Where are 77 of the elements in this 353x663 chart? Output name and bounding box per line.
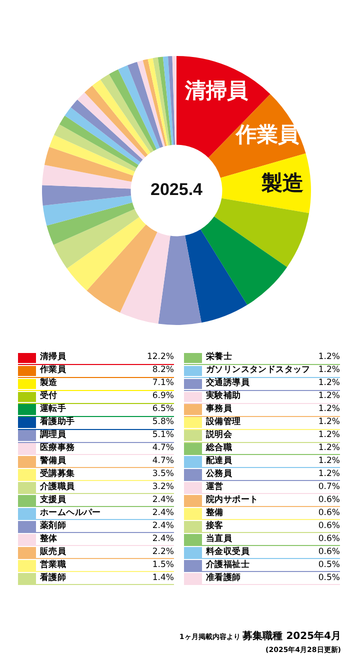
data-label: 1.2%: [318, 469, 340, 480]
data-label: 0.6%: [318, 495, 340, 506]
data-label: 1.2%: [318, 417, 340, 428]
text: 2025.4: [150, 180, 204, 200]
slice-label: 作業員: [235, 122, 300, 146]
legend-label: 説明会: [206, 430, 234, 442]
legend-label: 実験補助: [206, 391, 242, 402]
legend-label: 営業職: [40, 560, 68, 572]
legend-label: 警備員: [40, 456, 68, 468]
legend-label: 栄養士: [206, 352, 234, 364]
data-label: 5.1%: [152, 430, 174, 442]
legend-label: 接客: [206, 521, 224, 532]
data-label: 1.4%: [152, 573, 174, 584]
legend-label: 介護福祉士: [206, 560, 251, 572]
data-label: 8.2%: [152, 365, 174, 376]
data-label: 2.4%: [152, 534, 174, 546]
legend-label: 運営: [206, 482, 224, 494]
legend-label: ガソリンスタンドスタッフ: [206, 365, 312, 376]
legend-label: 総合職: [206, 443, 234, 454]
data-label: 12.2%: [146, 352, 174, 364]
legend-label: 医療事務: [40, 443, 76, 454]
slice-label: 清掃員: [184, 78, 248, 103]
data-label: 1.2%: [318, 352, 340, 364]
legend-label: 配達員: [206, 456, 234, 468]
legend-label: 支援員: [40, 495, 68, 506]
legend-label: 事務員: [206, 404, 234, 416]
legend-label: 作業員: [40, 365, 68, 376]
legend-label: 整備: [206, 508, 224, 520]
data-label: 0.6%: [318, 521, 340, 532]
legend-label: 運転手: [40, 404, 68, 416]
legend-label: 准看護師: [206, 573, 242, 584]
data-label: 1.2%: [318, 404, 340, 416]
data-label: 7.1%: [152, 378, 174, 390]
data-label: 0.6%: [318, 534, 340, 546]
legend-label: 当直員: [206, 534, 234, 546]
legend-label: 看護助手: [40, 417, 76, 428]
data-label: 2.4%: [152, 495, 174, 506]
legend-label: 清掃員: [40, 352, 68, 364]
data-label: 1.5%: [152, 560, 174, 572]
data-label: 1.2%: [318, 443, 340, 454]
legend-label: 公務員: [206, 469, 234, 480]
legend-label: 製造: [40, 378, 58, 390]
data-label: 4.7%: [152, 443, 174, 454]
data-label: 1.2%: [318, 378, 340, 390]
data-label: 0.5%: [318, 573, 340, 584]
data-label: 0.6%: [318, 508, 340, 520]
data-label: 4.7%: [152, 456, 174, 468]
legend-label: 整体: [40, 534, 58, 546]
legend-label: 受付: [40, 391, 58, 402]
legend-label: 薬剤師: [40, 521, 68, 532]
legend-label: 院内サポート: [206, 495, 260, 506]
data-label: 1.2%: [318, 391, 340, 402]
data-label: 2.2%: [152, 547, 174, 558]
data-label: 2.4%: [152, 521, 174, 532]
legend-label: 看護師: [40, 573, 68, 584]
data-label: 1.2%: [318, 456, 340, 468]
data-label: 6.5%: [152, 404, 174, 416]
data-label: 1.2%: [318, 365, 340, 376]
data-label: 3.5%: [152, 469, 174, 480]
data-label: 0.7%: [318, 482, 340, 494]
data-label: 0.6%: [318, 547, 340, 558]
data-label: 6.9%: [152, 391, 174, 402]
data-label: 2.4%: [152, 508, 174, 520]
legend-label: ホームヘルパー: [40, 508, 102, 520]
legend-label: 料金収受員: [206, 547, 251, 558]
legend-label: 調理員: [40, 430, 68, 442]
data-label: 1.2%: [318, 430, 340, 442]
data-label: 0.5%: [318, 560, 340, 572]
legend-label: 販売員: [40, 547, 68, 558]
data-label: 3.2%: [152, 482, 174, 494]
legend-label: 交通誘導員: [206, 378, 251, 390]
legend-label: 受講募集: [40, 469, 76, 480]
data-label: 5.8%: [152, 417, 174, 428]
text: 募集職種 2025年4月: [242, 631, 341, 642]
legend-label: 介護職員: [40, 482, 76, 494]
legend-label: 設備管理: [206, 417, 242, 428]
slice-label: 製造: [260, 171, 304, 196]
